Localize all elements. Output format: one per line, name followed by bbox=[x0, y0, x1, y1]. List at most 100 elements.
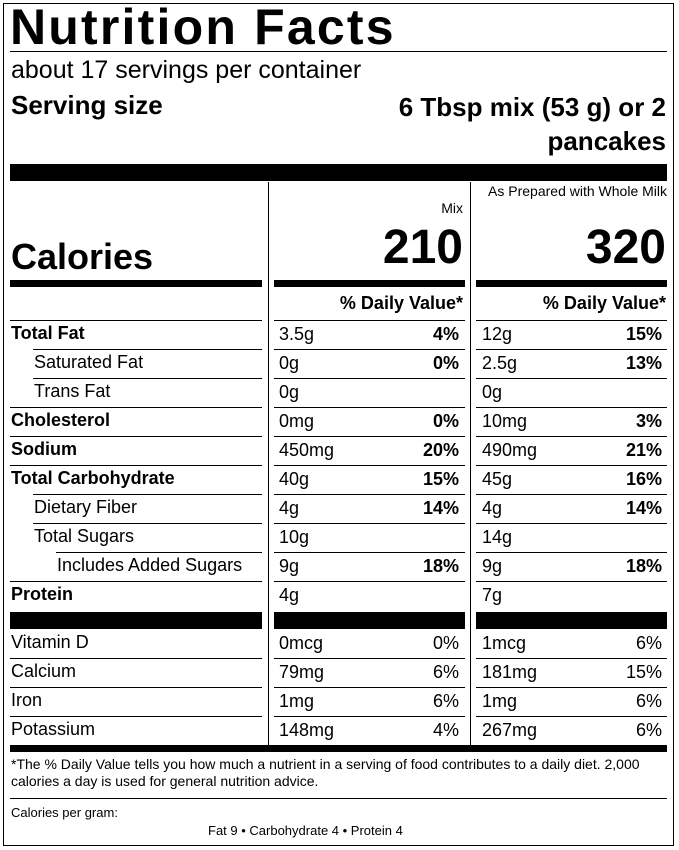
row-divider bbox=[10, 581, 262, 582]
row-divider bbox=[476, 687, 667, 688]
calories-label: Calories bbox=[11, 236, 154, 277]
nutrient-prepared-amount: 12g bbox=[482, 324, 513, 344]
vitamin-prepared-amount: 181mg bbox=[482, 662, 538, 682]
nutrient-prepared-percent: 21% bbox=[625, 440, 662, 460]
vitamin-mix-percent: 6% bbox=[432, 662, 459, 682]
nutrient-row: Sodium 450mg 20% 490mg 21% bbox=[0, 436, 679, 465]
row-divider bbox=[476, 465, 667, 466]
vitamin-prepared-percent: 6% bbox=[635, 720, 662, 740]
vitamin-prepared-amount: 267mg bbox=[482, 720, 538, 740]
nutrient-prepared-amount: 14g bbox=[482, 527, 513, 547]
nutrient-prepared-percent: 13% bbox=[625, 353, 662, 373]
calories-per-gram-values: Fat 9 • Carbohydrate 4 • Protein 4 bbox=[208, 823, 403, 838]
column-divider-left bbox=[268, 182, 269, 746]
vitamin-row: Iron 1mg 6% 1mg 6% bbox=[0, 687, 679, 716]
nutrient-row: Includes Added Sugars 9g 18% 9g 18% bbox=[0, 552, 679, 581]
daily-value-footnote: *The % Daily Value tells you how much a … bbox=[11, 756, 640, 789]
row-divider bbox=[476, 378, 667, 379]
nutrient-prepared-percent: 18% bbox=[625, 556, 662, 576]
row-divider bbox=[10, 436, 262, 437]
vitamin-prepared-percent: 15% bbox=[625, 662, 662, 682]
nutrient-name: Sodium bbox=[11, 439, 77, 459]
nutrient-mix-amount: 40g bbox=[279, 469, 310, 489]
row-divider bbox=[10, 407, 262, 408]
nutrient-mix-amount: 4g bbox=[279, 498, 300, 518]
calories-mix-value: 210 bbox=[382, 221, 463, 274]
row-divider bbox=[274, 687, 465, 688]
vitamin-mix-amount: 148mg bbox=[279, 720, 335, 740]
nutrient-mix-amount: 9g bbox=[279, 556, 300, 576]
row-divider bbox=[476, 581, 667, 582]
row-divider bbox=[274, 658, 465, 659]
row-divider bbox=[274, 523, 465, 524]
nutrient-prepared-percent: 16% bbox=[625, 469, 662, 489]
column-header-prepared: As Prepared with Whole Milk bbox=[488, 183, 667, 199]
row-divider bbox=[476, 349, 667, 350]
row-divider bbox=[274, 552, 465, 553]
row-divider bbox=[33, 494, 262, 495]
label-title: Nutrition Facts bbox=[10, 0, 396, 55]
nutrient-mix-percent: 0% bbox=[432, 353, 459, 373]
vitamin-mix-percent: 0% bbox=[432, 633, 459, 653]
vitamin-prepared-amount: 1mcg bbox=[482, 633, 527, 653]
row-divider bbox=[274, 320, 465, 321]
row-divider bbox=[10, 716, 262, 717]
row-divider bbox=[274, 407, 465, 408]
calories-bar-left bbox=[10, 280, 262, 287]
thick-bar-vitamins-left bbox=[10, 612, 262, 629]
row-divider bbox=[476, 716, 667, 717]
vitamin-name: Potassium bbox=[11, 719, 96, 739]
row-divider bbox=[274, 465, 465, 466]
nutrient-prepared-amount: 2.5g bbox=[482, 353, 518, 373]
nutrient-prepared-amount: 0g bbox=[482, 382, 503, 402]
nutrient-prepared-amount: 7g bbox=[482, 585, 503, 605]
calories-bar-prepared bbox=[476, 280, 667, 287]
nutrient-row: Total Sugars 10g 14g bbox=[0, 523, 679, 552]
row-divider bbox=[10, 687, 262, 688]
row-divider bbox=[476, 436, 667, 437]
vitamin-name: Vitamin D bbox=[11, 632, 89, 652]
nutrient-row: Saturated Fat 0g 0% 2.5g 13% bbox=[0, 349, 679, 378]
vitamin-mix-percent: 6% bbox=[432, 691, 459, 711]
nutrient-name: Cholesterol bbox=[11, 410, 111, 430]
nutrient-mix-percent: 14% bbox=[422, 498, 459, 518]
thick-bar-bottom bbox=[10, 745, 667, 752]
row-divider bbox=[33, 349, 262, 350]
row-divider bbox=[274, 436, 465, 437]
row-divider bbox=[10, 658, 262, 659]
nutrient-mix-amount: 0g bbox=[279, 382, 300, 402]
serving-size-line-2: pancakes bbox=[547, 126, 666, 156]
servings-per-container: about 17 servings per container bbox=[11, 56, 362, 84]
serving-size-label: Serving size bbox=[11, 90, 163, 120]
nutrient-mix-amount: 0mg bbox=[279, 411, 315, 431]
thick-bar-top bbox=[10, 164, 667, 181]
column-header-mix: Mix bbox=[441, 200, 463, 216]
row-divider bbox=[274, 581, 465, 582]
nutrient-name: Dietary Fiber bbox=[34, 497, 138, 517]
row-divider bbox=[56, 552, 262, 553]
nutrient-mix-amount: 4g bbox=[279, 585, 300, 605]
title-divider bbox=[10, 51, 667, 52]
row-divider bbox=[33, 378, 262, 379]
vitamin-row: Potassium 148mg 4% 267mg 6% bbox=[0, 716, 679, 745]
row-divider bbox=[476, 407, 667, 408]
nutrient-row: Protein 4g 7g bbox=[0, 581, 679, 610]
row-divider bbox=[476, 320, 667, 321]
nutrient-row: Total Fat 3.5g 4% 12g 15% bbox=[0, 320, 679, 349]
vitamin-prepared-percent: 6% bbox=[635, 633, 662, 653]
vitamin-prepared-amount: 1mg bbox=[482, 691, 518, 711]
daily-value-header-prepared: % Daily Value* bbox=[542, 293, 666, 313]
nutrient-mix-percent: 20% bbox=[422, 440, 459, 460]
nutrient-prepared-percent: 3% bbox=[635, 411, 662, 431]
vitamin-mix-percent: 4% bbox=[432, 720, 459, 740]
row-divider bbox=[10, 465, 262, 466]
nutrient-row: Cholesterol 0mg 0% 10mg 3% bbox=[0, 407, 679, 436]
row-divider bbox=[476, 494, 667, 495]
nutrient-prepared-amount: 4g bbox=[482, 498, 503, 518]
nutrient-name: Saturated Fat bbox=[34, 352, 144, 372]
thick-bar-vitamins-prepared bbox=[476, 612, 667, 629]
nutrient-mix-amount: 3.5g bbox=[279, 324, 315, 344]
nutrient-mix-percent: 18% bbox=[422, 556, 459, 576]
nutrient-mix-percent: 15% bbox=[422, 469, 459, 489]
vitamin-row: Vitamin D 0mcg 0% 1mcg 6% bbox=[0, 629, 679, 658]
